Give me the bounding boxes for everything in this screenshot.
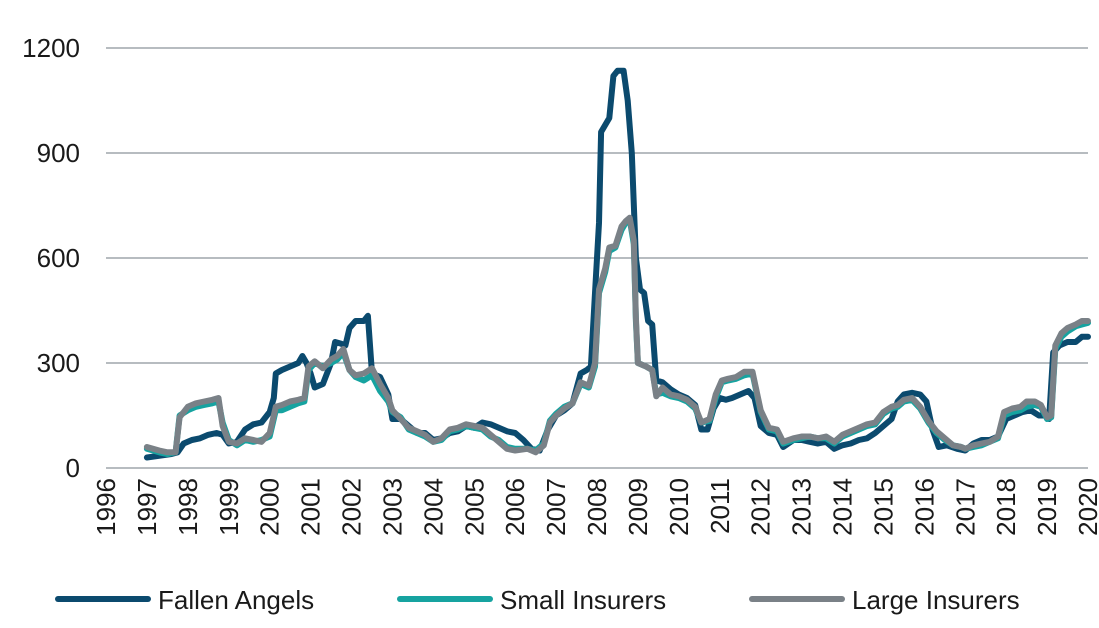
series-line-small-insurers (143, 216, 1091, 457)
series-lines (143, 67, 1091, 461)
x-tick-label: 2008 (582, 478, 612, 536)
x-tick-label: 2009 (623, 478, 653, 536)
x-tick-label: 2010 (664, 478, 694, 536)
x-tick-label: 2018 (991, 478, 1021, 536)
x-tick-label: 2019 (1032, 478, 1062, 536)
y-tick-label: 1200 (22, 33, 80, 63)
x-tick-label: 2000 (255, 478, 285, 536)
y-tick-label: 300 (37, 348, 80, 378)
x-axis-tick-labels: 1996 1997 1998 1999 2000 2001 2002 2003 2004 2005… (91, 478, 1099, 536)
x-tick-label: 2002 (337, 478, 367, 536)
legend-label-small-insurers: Small Insurers (500, 585, 666, 615)
x-tick-label: 2017 (950, 478, 980, 536)
y-tick-label: 900 (37, 138, 80, 168)
x-tick-label: 1998 (173, 478, 203, 536)
legend-label-fallen-angels: Fallen Angels (158, 585, 314, 615)
x-tick-label: 2014 (828, 478, 858, 536)
x-tick-label: 2007 (541, 478, 571, 536)
x-tick-label: 2012 (746, 478, 776, 536)
x-tick-label: 2004 (418, 478, 448, 536)
x-tick-label: 1999 (214, 478, 244, 536)
legend: Fallen Angels Small Insurers Large Insurer… (55, 585, 1020, 615)
x-tick-label: 2015 (868, 478, 898, 536)
x-tick-label: 2020 (1073, 478, 1099, 536)
y-axis-tick-labels: 0 300 600 900 1200 (22, 33, 80, 483)
x-tick-label: 2013 (787, 478, 817, 536)
x-tick-label: 1997 (132, 478, 162, 536)
x-tick-label: 2003 (377, 478, 407, 536)
x-tick-label: 2016 (909, 478, 939, 536)
y-tick-label: 600 (37, 243, 80, 273)
x-tick-label: 2011 (705, 478, 735, 534)
x-tick-label: 2006 (500, 478, 530, 536)
x-tick-label: 2001 (296, 478, 326, 536)
legend-label-large-insurers: Large Insurers (852, 585, 1020, 615)
series-line-large-insurers (143, 214, 1091, 456)
y-tick-label: 0 (66, 453, 80, 483)
x-tick-label: 1996 (91, 478, 121, 536)
x-tick-label: 2005 (459, 478, 489, 536)
